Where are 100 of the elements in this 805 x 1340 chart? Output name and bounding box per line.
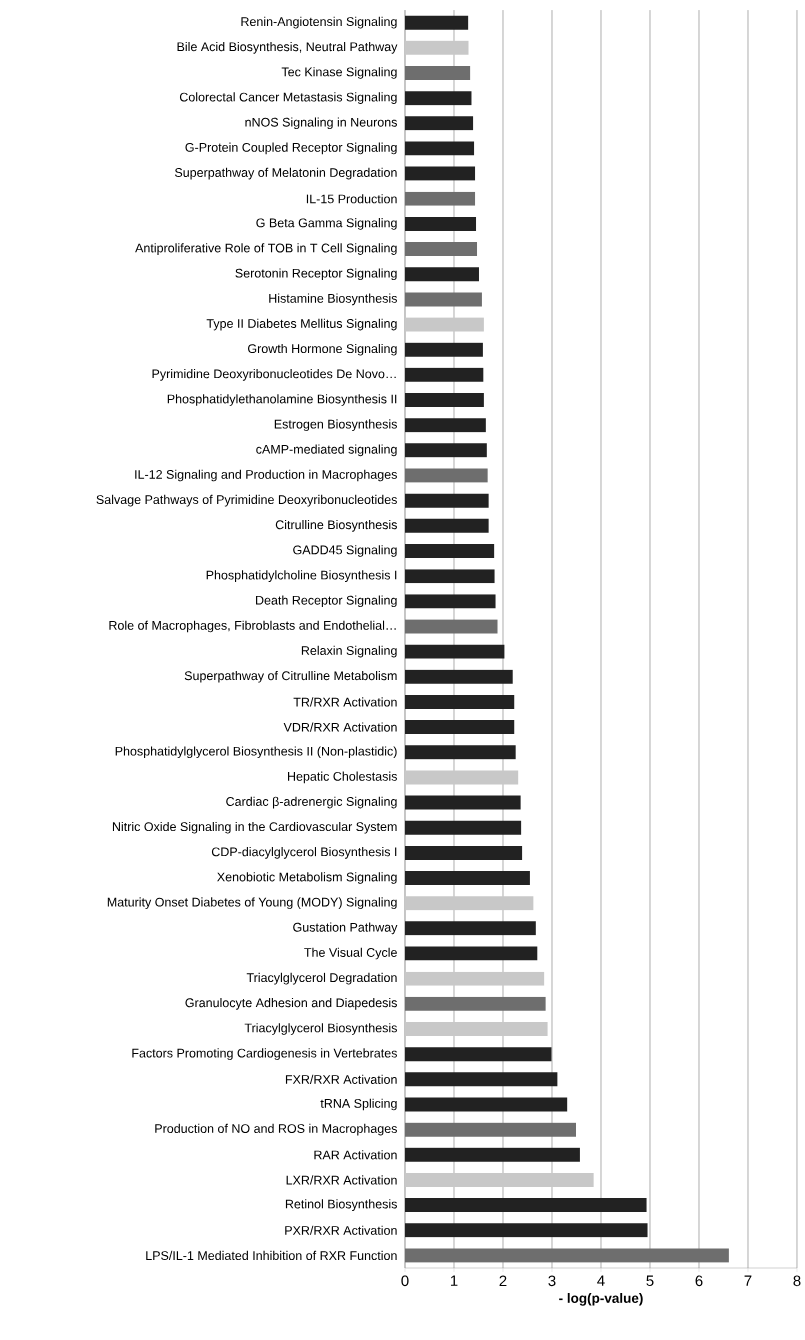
- y-tick-label: Renin-Angiotensin Signaling: [241, 16, 397, 29]
- y-tick-label: PXR/RXR Activation: [285, 1225, 397, 1235]
- y-tick-label: Role of Macrophages, Fibroblasts and Endothelial…: [109, 620, 396, 633]
- bar: [404, 1248, 729, 1263]
- bar: [404, 1097, 568, 1112]
- y-tick-label: nNOS Signaling in Neurons: [245, 117, 397, 130]
- y-tick-label: Triacylglycerol Degradation: [246, 972, 397, 985]
- bar: [404, 845, 523, 860]
- y-tick-label: G Beta Gamma Signaling: [256, 218, 397, 230]
- bar: [404, 342, 483, 357]
- y-tick-label: Citrulline Biosynthesis: [275, 519, 397, 532]
- x-tick-label: 3: [548, 1275, 556, 1287]
- x-tick-label: 7: [744, 1275, 752, 1286]
- y-tick-label: VDR/RXR Activation: [283, 722, 397, 732]
- y-tick-label: Triacylglycerol Biosynthesis: [244, 1023, 397, 1035]
- y-tick-label: Pyrimidine Deoxyribonucleotides De Novo…: [152, 369, 396, 381]
- y-tick-label: FXR/RXR Activation: [285, 1074, 397, 1084]
- bar: [404, 795, 521, 810]
- bar: [404, 191, 476, 206]
- bar: [404, 644, 505, 659]
- y-tick-label: Hepatic Cholestasis: [288, 771, 397, 784]
- y-tick-label: LXR/RXR Activation: [286, 1175, 397, 1185]
- y-tick-label: Death Receptor Signaling: [256, 595, 397, 608]
- y-tick-label: TR/RXR Activation: [293, 697, 397, 707]
- bar: [404, 493, 489, 508]
- bar: [404, 267, 479, 282]
- y-tick-label: Type II Diabetes Mellitus Signaling: [206, 318, 397, 331]
- x-axis-title: - log(p-value): [559, 1293, 643, 1306]
- y-tick-label: GADD45 Signaling: [293, 545, 397, 557]
- bar: [404, 518, 489, 533]
- bar: [404, 317, 484, 332]
- bar: [404, 40, 469, 55]
- y-tick-label: Relaxin Signaling: [301, 645, 397, 658]
- y-tick-label: Growth Hormone Signaling: [248, 343, 397, 356]
- y-tick-label: Colorectal Cancer Metastasis Signaling: [179, 92, 397, 104]
- x-tick-label: 5: [646, 1275, 654, 1286]
- bar: [404, 15, 469, 30]
- bar: [404, 468, 488, 483]
- y-tick-label: tRNA Splicing: [320, 1098, 397, 1111]
- bar: [404, 367, 484, 382]
- y-tick-label: Phosphatidylglycerol Biosynthesis II (Non-plastidic): [115, 746, 397, 759]
- x-tick-label: 8: [793, 1275, 801, 1287]
- bar: [404, 141, 475, 156]
- y-tick-label: Nitric Oxide Signaling in the Cardiovascular System: [112, 821, 397, 834]
- bar: [404, 946, 538, 961]
- bar: [404, 669, 513, 684]
- bar: [404, 1223, 648, 1238]
- bar: [404, 65, 471, 80]
- y-tick-label: Gustation Pathway: [293, 922, 398, 935]
- y-tick-label: Salvage Pathways of Pyrimidine Deoxyribonucleotides: [96, 494, 397, 507]
- y-tick-label: Retinol Biosynthesis: [285, 1199, 397, 1211]
- bar: [404, 1198, 647, 1213]
- bar: [404, 770, 519, 785]
- y-tick-label: Phosphatidylethanolamine Biosynthesis II: [167, 394, 397, 406]
- bar: [404, 745, 516, 760]
- y-tick-label: G-Protein Coupled Receptor Signaling: [185, 142, 397, 155]
- bar: [404, 1022, 548, 1036]
- y-tick-label: CDP-diacylglycerol Biosynthesis I: [211, 847, 397, 859]
- y-tick-label: Phosphatidylcholine Biosynthesis I: [206, 570, 397, 582]
- y-tick-label: Granulocyte Adhesion and Diapedesis: [185, 998, 397, 1010]
- bar: [404, 91, 472, 106]
- bar: [404, 1072, 558, 1087]
- y-tick-label: IL-15 Production: [306, 194, 397, 204]
- y-tick-label: Production of NO and ROS in Macrophages: [155, 1123, 397, 1136]
- y-tick-label: Serotonin Receptor Signaling: [235, 268, 397, 281]
- y-tick-label: Maturity Onset Diabetes of Young (MODY) Signaling: [107, 897, 397, 910]
- bar: [404, 896, 534, 911]
- bar: [404, 292, 482, 307]
- bar: [404, 1147, 580, 1162]
- y-tick-label: Tec Kinase Signaling: [281, 67, 397, 79]
- x-tick-label: 1: [450, 1275, 458, 1286]
- x-tick-label: 4: [597, 1275, 605, 1286]
- y-tick-label: The Visual Cycle: [304, 947, 397, 960]
- y-tick-label: Bile Acid Biosynthesis, Neutral Pathway: [177, 41, 398, 54]
- bar: [404, 393, 484, 408]
- bar: [404, 971, 545, 986]
- bar: [404, 543, 495, 558]
- bar: [404, 594, 496, 609]
- y-tick-label: LPS/IL-1 Mediated Inhibition of RXR Function: [146, 1250, 397, 1261]
- bar: [404, 871, 530, 886]
- bar: [404, 443, 487, 458]
- y-tick-label: Estrogen Biosynthesis: [274, 419, 397, 432]
- bar: [404, 242, 478, 257]
- bar: [404, 116, 474, 131]
- y-tick-label: cAMP-mediated signaling: [256, 444, 397, 457]
- bar: [404, 820, 522, 835]
- bar: [404, 996, 546, 1011]
- y-tick-label: Factors Promoting Cardiogenesis in Vertebrates: [132, 1048, 397, 1060]
- bar: [404, 720, 515, 735]
- y-tick-label: Histamine Biosynthesis: [269, 293, 397, 306]
- x-tick-label: 6: [695, 1275, 703, 1287]
- bar: [404, 1172, 594, 1187]
- bar: [404, 418, 486, 433]
- bar: [404, 921, 536, 936]
- bar: [404, 569, 495, 584]
- x-tick-label: 0: [401, 1275, 409, 1287]
- bar: [404, 216, 477, 231]
- bar: [404, 694, 515, 709]
- y-tick-label: Xenobiotic Metabolism Signaling: [217, 872, 397, 884]
- y-tick-label: Cardiac β-adrenergic Signaling: [226, 796, 397, 809]
